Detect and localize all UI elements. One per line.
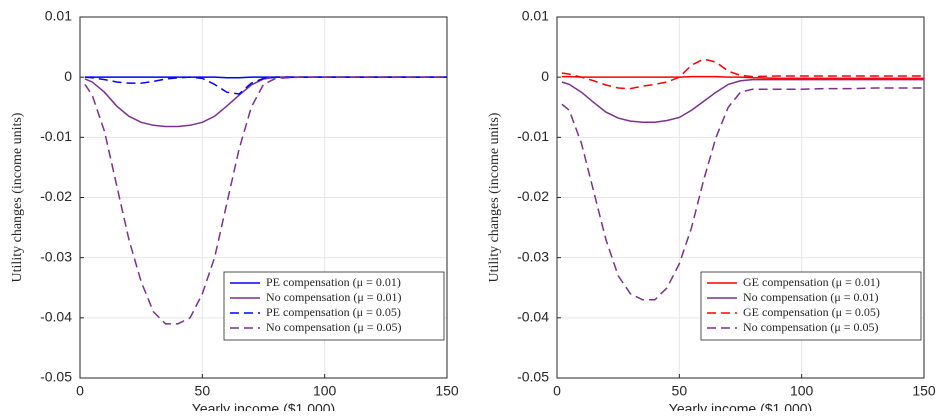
x-tick-label: 0 — [553, 383, 561, 399]
legend-label: No compensation (μ = 0.05) — [743, 320, 879, 334]
series-line — [561, 75, 924, 80]
y-axis-label: Utility changes (income units) — [487, 112, 502, 282]
y-tick-label: -0.05 — [40, 369, 72, 385]
x-tick-label: 0 — [76, 383, 84, 399]
y-tick-label: -0.01 — [517, 128, 549, 144]
legend-label: GE compensation (μ = 0.01) — [743, 275, 880, 289]
y-axis-label: Utility changes (income units) — [10, 112, 25, 282]
legend-label: No compensation (μ = 0.01) — [266, 290, 402, 304]
series-line — [84, 76, 447, 95]
legend-label: No compensation (μ = 0.05) — [266, 320, 402, 334]
series-line — [84, 76, 447, 325]
x-tick-label: 100 — [313, 383, 337, 399]
y-tick-label: -0.03 — [40, 248, 72, 264]
y-tick-label: 0 — [541, 68, 549, 84]
legend-label: No compensation (μ = 0.01) — [743, 290, 879, 304]
y-tick-label: -0.04 — [40, 309, 72, 325]
axes-box — [79, 16, 448, 379]
y-tick-label: 0 — [64, 68, 72, 84]
series-line — [561, 87, 924, 301]
legend-label: PE compensation (μ = 0.01) — [266, 275, 401, 289]
legend-label: PE compensation (μ = 0.05) — [266, 305, 401, 319]
y-tick-label: 0.01 — [522, 8, 549, 24]
y-tick-label: -0.05 — [517, 369, 549, 385]
x-axis-label: Yearly income ($1,000) — [192, 401, 335, 411]
y-tick-label: -0.02 — [517, 188, 549, 204]
y-tick-label: -0.02 — [40, 188, 72, 204]
x-tick-label: 100 — [790, 383, 814, 399]
x-tick-label: 50 — [672, 383, 688, 399]
x-tick-label: 150 — [435, 383, 459, 399]
x-tick-label: 50 — [195, 383, 211, 399]
legend-box — [223, 271, 445, 341]
y-tick-label: -0.01 — [40, 128, 72, 144]
axes-box — [556, 16, 925, 379]
series-line — [561, 78, 924, 124]
y-tick-label: -0.04 — [517, 309, 549, 325]
legend-label: GE compensation (μ = 0.05) — [743, 305, 880, 319]
y-tick-label: -0.03 — [517, 248, 549, 264]
x-tick-label: 150 — [912, 383, 936, 399]
legend-box — [700, 271, 922, 341]
y-tick-label: 0.01 — [45, 8, 72, 24]
x-axis-label: Yearly income ($1,000) — [669, 401, 812, 411]
series-line — [561, 58, 924, 90]
